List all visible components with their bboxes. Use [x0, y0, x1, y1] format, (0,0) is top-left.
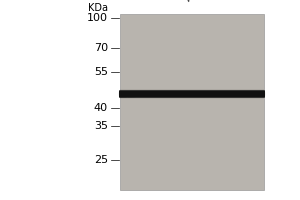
- Text: K562: K562: [184, 0, 212, 4]
- Text: 100: 100: [87, 13, 108, 23]
- Bar: [120, 14, 264, 190]
- Text: 70: 70: [94, 43, 108, 53]
- Text: 35: 35: [94, 121, 108, 131]
- Text: 55: 55: [94, 67, 108, 77]
- Text: 40: 40: [94, 103, 108, 113]
- Text: KDa: KDa: [88, 3, 108, 13]
- Text: 25: 25: [94, 155, 108, 165]
